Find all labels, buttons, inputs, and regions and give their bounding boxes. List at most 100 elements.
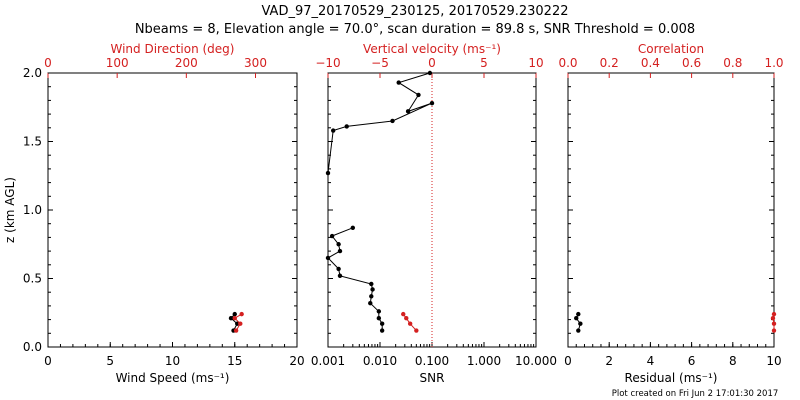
- top-tick-label: 0.6: [682, 56, 701, 70]
- top-tick-label: 5: [480, 56, 488, 70]
- data-point: [416, 92, 421, 98]
- plot-frame: [567, 72, 775, 348]
- plot-frame: [47, 72, 298, 348]
- data-point: [576, 311, 581, 317]
- data-point: [336, 242, 341, 247]
- data-point: [238, 321, 243, 326]
- bottom-axis-label: Residual (ms⁻¹): [625, 371, 718, 385]
- data-point: [368, 300, 373, 306]
- top-tick-label: −10: [315, 56, 340, 70]
- top-tick-label: 1.0: [764, 56, 783, 70]
- bottom-tick-label: 0.100: [415, 354, 449, 368]
- top-tick-label: 0.2: [600, 56, 619, 70]
- data-point: [336, 266, 341, 272]
- figure-title: VAD_97_20170529_230125, 20170529.230222: [262, 4, 569, 19]
- plot-footer: Plot created on Fri Jun 2 17:01:30 2017: [612, 389, 779, 399]
- y-axis-label: z (km AGL): [3, 177, 17, 243]
- data-point: [771, 311, 777, 317]
- panel-vertical-velocity: 0.001 0.010 0.100 1.000 10.000 SNR −10 −5 0 5 10 Ve…: [311, 42, 557, 385]
- y-tick-label: 0.0: [23, 340, 42, 354]
- top-tick-label: 200: [175, 56, 198, 70]
- y-tick-label: 1.0: [23, 203, 42, 217]
- data-point: [232, 311, 237, 317]
- bottom-tick-label: 0.010: [363, 354, 397, 368]
- data-point: [350, 225, 356, 231]
- bottom-tick-label: 6: [688, 354, 696, 368]
- data-point: [379, 321, 385, 326]
- bottom-tick-label: 4: [647, 354, 655, 368]
- bottom-tick-label: 15: [227, 354, 242, 368]
- y-tick-label: 1.5: [23, 135, 42, 149]
- data-point: [337, 273, 343, 278]
- series-line-1: [233, 313, 242, 331]
- series-line-1: [327, 72, 433, 174]
- data-point: [331, 128, 336, 133]
- series-line-0: [327, 227, 383, 331]
- data-point: [578, 321, 583, 326]
- data-point: [370, 287, 375, 292]
- data-point: [379, 328, 385, 333]
- data-point: [239, 311, 244, 317]
- panel-wind: 0 5 10 15 20 Wind Speed (ms⁻¹) 0 100 200 300 Wind …: [3, 42, 305, 385]
- bottom-tick-label: 10: [165, 354, 180, 368]
- data-point: [414, 328, 419, 333]
- top-tick-label: 0: [428, 56, 436, 70]
- data-point: [232, 316, 237, 321]
- top-axis-label: Vertical velocity (ms⁻¹): [363, 42, 501, 56]
- bottom-tick-label: 5: [106, 354, 114, 368]
- data-point: [401, 311, 406, 317]
- data-point: [337, 248, 343, 254]
- bottom-tick-label: 2: [605, 354, 613, 368]
- top-tick-label: −5: [371, 56, 389, 70]
- plot-frame: [327, 72, 537, 348]
- data-point: [376, 316, 382, 321]
- top-tick-label: 0.4: [641, 56, 660, 70]
- data-point: [376, 309, 382, 314]
- bottom-tick-label: 0.001: [311, 354, 345, 368]
- series-line-2: [402, 313, 417, 331]
- data-point: [344, 124, 349, 129]
- data-point: [390, 118, 395, 124]
- bottom-tick-label: 20: [289, 354, 304, 368]
- series-line-0: [230, 313, 238, 331]
- bottom-tick-label: 0: [44, 354, 52, 368]
- bottom-axis-label: Wind Speed (ms⁻¹): [116, 371, 230, 385]
- bottom-tick-label: 0: [564, 354, 572, 368]
- y-tick-label: 2.0: [23, 66, 42, 80]
- data-point: [325, 255, 331, 261]
- data-point: [771, 321, 777, 326]
- bottom-tick-label: 1.000: [467, 354, 501, 368]
- bottom-axis-label: SNR: [420, 371, 445, 385]
- bottom-tick-label: 10.000: [515, 354, 557, 368]
- data-point: [396, 80, 401, 85]
- top-axis-label: Wind Direction (deg): [111, 42, 235, 56]
- data-point: [369, 294, 374, 299]
- top-tick-label: 0.8: [723, 56, 742, 70]
- data-point: [770, 316, 776, 321]
- data-point: [404, 316, 409, 321]
- data-point: [329, 233, 335, 239]
- data-point: [228, 316, 234, 321]
- bottom-tick-label: 10: [766, 354, 781, 368]
- top-tick-label: 100: [106, 56, 129, 70]
- data-point: [325, 170, 331, 176]
- figure-subtitle: Nbeams = 8, Elevation angle = 70.0°, sca…: [135, 22, 695, 37]
- data-point: [235, 321, 240, 326]
- data-point: [429, 100, 435, 106]
- panel-correlation: 0 2 4 6 8 10 Residual (ms⁻¹) 0.0 0.2 0.4 0.6 0.8 1.0…: [558, 42, 783, 385]
- data-point: [576, 328, 581, 333]
- data-point: [369, 281, 374, 287]
- series-line-0: [575, 313, 581, 331]
- data-point: [427, 70, 433, 76]
- data-point: [405, 109, 411, 114]
- top-tick-label: 300: [244, 56, 267, 70]
- top-axis-label: Correlation: [638, 42, 704, 56]
- top-tick-label: 0.0: [558, 56, 577, 70]
- data-point: [407, 321, 413, 326]
- data-point: [771, 328, 777, 333]
- data-point: [233, 328, 239, 333]
- bottom-tick-label: 8: [729, 354, 737, 368]
- top-tick-label: 0: [44, 56, 52, 70]
